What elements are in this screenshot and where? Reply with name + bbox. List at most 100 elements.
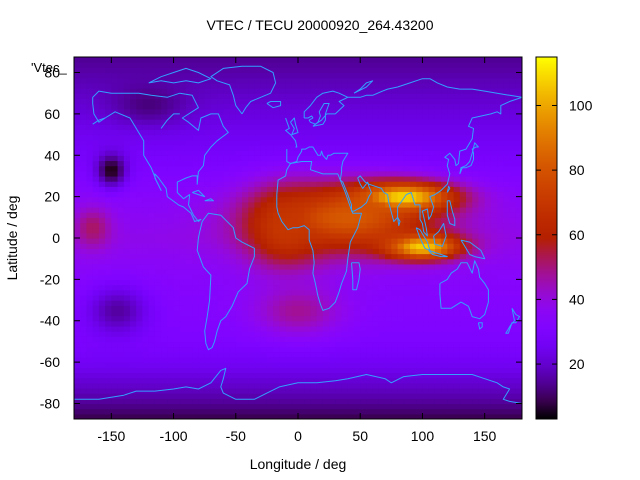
heatmap-cell bbox=[304, 222, 312, 229]
heatmap-cell bbox=[210, 175, 218, 182]
heatmap-cell bbox=[260, 196, 268, 203]
heatmap-cell bbox=[322, 325, 330, 332]
heatmap-cell bbox=[136, 356, 144, 363]
heatmap-cell bbox=[117, 382, 125, 389]
heatmap-cell bbox=[285, 263, 293, 270]
heatmap-cell bbox=[472, 315, 480, 322]
heatmap-cell bbox=[422, 362, 430, 368]
heatmap-cell bbox=[98, 124, 106, 130]
heatmap-cell bbox=[503, 398, 511, 405]
heatmap-cell bbox=[322, 186, 330, 193]
heatmap-cell bbox=[378, 175, 386, 182]
heatmap-cell bbox=[298, 382, 305, 389]
heatmap-cell bbox=[117, 341, 125, 348]
heatmap-cell bbox=[223, 305, 231, 311]
heatmap-cell bbox=[509, 119, 517, 125]
heatmap-cell bbox=[74, 160, 81, 167]
heatmap-cell bbox=[198, 57, 206, 63]
heatmap-cell bbox=[223, 232, 231, 239]
heatmap-cell bbox=[80, 284, 88, 291]
heatmap-cell bbox=[235, 72, 243, 79]
heatmap-cell bbox=[154, 238, 162, 244]
heatmap-cell bbox=[148, 300, 156, 306]
heatmap-cell bbox=[192, 186, 200, 193]
heatmap-cell bbox=[92, 279, 100, 286]
heatmap-cell bbox=[434, 413, 442, 419]
heatmap-cell bbox=[98, 206, 106, 213]
heatmap-cell bbox=[248, 377, 256, 384]
heatmap-cell bbox=[453, 243, 461, 249]
heatmap-cell bbox=[111, 160, 119, 167]
heatmap-cell bbox=[310, 134, 318, 141]
heatmap-cell bbox=[416, 160, 424, 167]
heatmap-cell bbox=[154, 320, 162, 327]
heatmap-cell bbox=[403, 186, 411, 193]
heatmap-cell bbox=[192, 377, 200, 384]
heatmap-cell bbox=[329, 300, 336, 306]
heatmap-cell bbox=[366, 300, 374, 306]
heatmap-cell bbox=[148, 212, 156, 218]
heatmap-cell bbox=[266, 294, 274, 301]
heatmap-cell bbox=[378, 67, 386, 74]
heatmap-cell bbox=[74, 170, 81, 177]
heatmap-cell bbox=[167, 408, 175, 415]
heatmap-cell bbox=[291, 289, 299, 296]
heatmap-cell bbox=[223, 88, 231, 94]
heatmap-cell bbox=[167, 144, 175, 151]
heatmap-cell bbox=[366, 336, 374, 343]
heatmap-cell bbox=[291, 284, 299, 291]
heatmap-cell bbox=[385, 227, 392, 234]
heatmap-cell bbox=[403, 227, 411, 234]
heatmap-cell bbox=[229, 263, 237, 270]
heatmap-cell bbox=[347, 274, 355, 280]
heatmap-cell bbox=[242, 165, 249, 172]
heatmap-cell bbox=[322, 206, 330, 213]
heatmap-cell bbox=[123, 351, 131, 358]
heatmap-cell bbox=[378, 263, 386, 270]
heatmap-cell bbox=[378, 243, 386, 249]
heatmap-cell bbox=[441, 217, 448, 224]
heatmap-cell bbox=[316, 248, 324, 255]
heatmap-cell bbox=[391, 325, 399, 332]
heatmap-cell bbox=[130, 387, 137, 394]
heatmap-cell bbox=[80, 362, 88, 368]
heatmap-cell bbox=[441, 144, 448, 151]
heatmap-cell bbox=[391, 232, 399, 239]
heatmap-cell bbox=[111, 279, 119, 286]
heatmap-cell bbox=[459, 408, 467, 415]
heatmap-cell bbox=[329, 72, 336, 79]
heatmap-cell bbox=[478, 67, 486, 74]
heatmap-cell bbox=[472, 206, 480, 213]
heatmap-cell bbox=[366, 367, 374, 374]
heatmap-cell bbox=[192, 408, 200, 415]
heatmap-cell bbox=[490, 113, 498, 120]
heatmap-cell bbox=[179, 62, 187, 68]
heatmap-cell bbox=[453, 217, 461, 224]
heatmap-cell bbox=[385, 382, 392, 389]
heatmap-cell bbox=[136, 57, 144, 63]
heatmap-cell bbox=[204, 88, 212, 94]
heatmap-cell bbox=[410, 393, 417, 399]
heatmap-cell bbox=[472, 134, 480, 141]
heatmap-cell bbox=[266, 82, 274, 89]
heatmap-cell bbox=[422, 243, 430, 249]
heatmap-cell bbox=[111, 129, 119, 136]
heatmap-cell bbox=[217, 248, 224, 255]
heatmap-cell bbox=[148, 139, 156, 146]
heatmap-cell bbox=[273, 227, 280, 234]
heatmap-cell bbox=[254, 144, 262, 151]
heatmap-cell bbox=[403, 367, 411, 374]
heatmap-cell bbox=[472, 398, 480, 405]
heatmap-cell bbox=[466, 274, 473, 280]
heatmap-cell bbox=[428, 103, 436, 110]
heatmap-cell bbox=[117, 201, 125, 208]
heatmap-cell bbox=[273, 222, 280, 229]
heatmap-cell bbox=[248, 356, 256, 363]
heatmap-cell bbox=[167, 82, 175, 89]
heatmap-cell bbox=[410, 408, 417, 415]
heatmap-cell bbox=[335, 201, 343, 208]
heatmap-cell bbox=[484, 398, 492, 405]
heatmap-cell bbox=[397, 206, 405, 213]
heatmap-cell bbox=[484, 93, 492, 99]
heatmap-cell bbox=[285, 232, 293, 239]
